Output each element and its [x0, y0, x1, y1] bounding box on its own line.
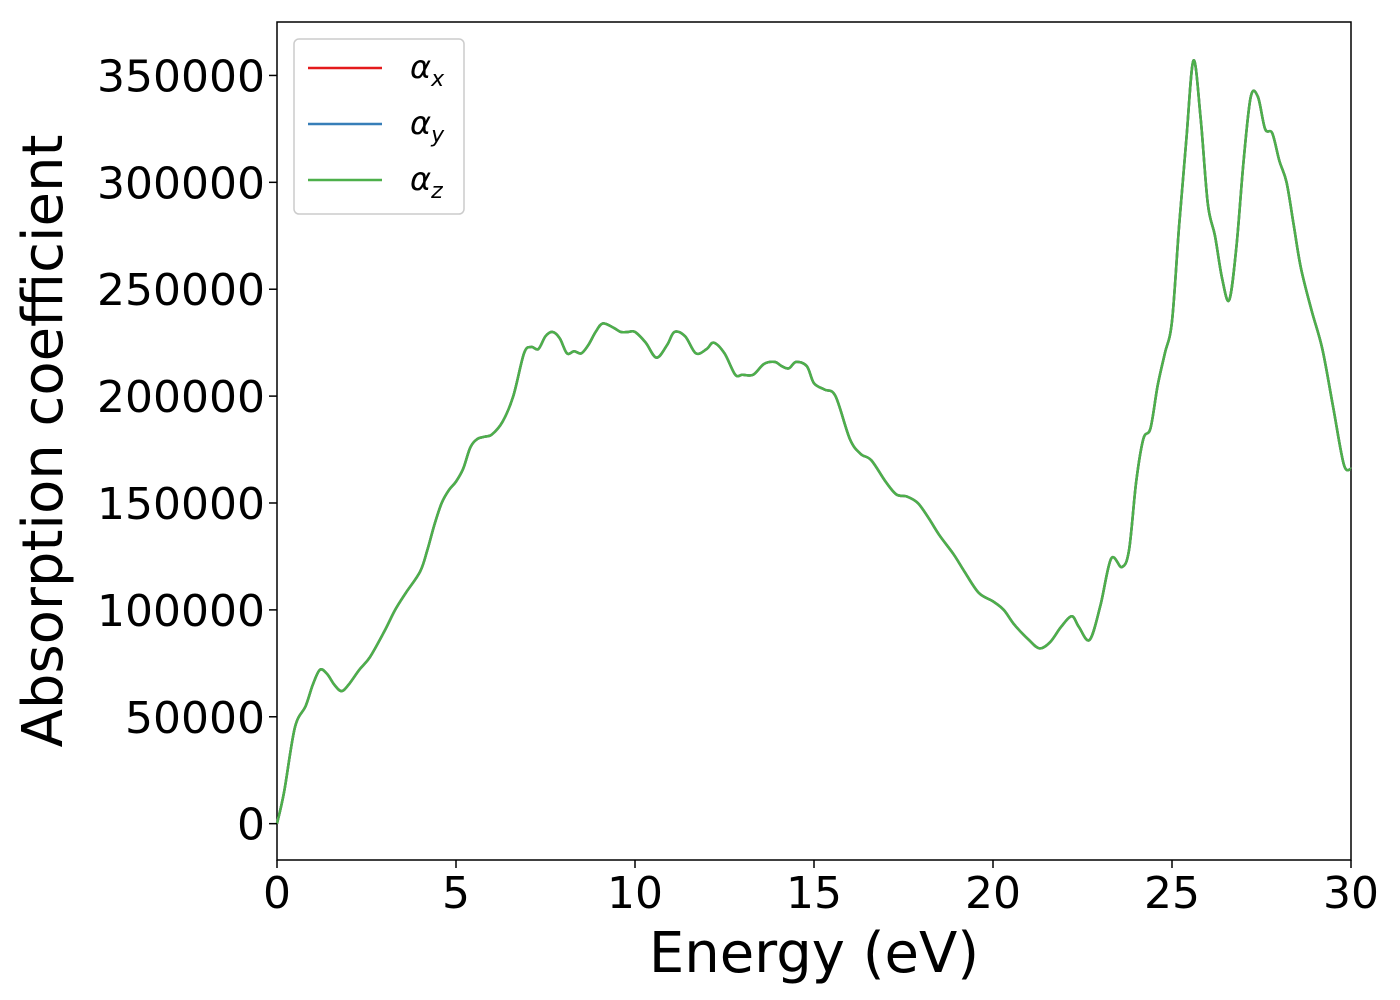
y-tick-label: 150000: [97, 479, 265, 530]
y-axis-title: Absorption coefficient: [11, 135, 76, 748]
legend-label-symbol: α: [410, 48, 431, 86]
x-axis-title: Energy (eV): [649, 921, 979, 986]
x-tick-label: 5: [442, 868, 470, 919]
legend-label-symbol: α: [410, 104, 431, 142]
x-tick-label: 25: [1144, 868, 1200, 919]
y-tick-label: 350000: [97, 51, 265, 102]
y-tick-label: 0: [237, 800, 265, 851]
legend-box: [293, 38, 465, 215]
y-tick-label: 250000: [97, 265, 265, 316]
x-tick-label: 0: [263, 868, 291, 919]
x-tick-label: 15: [786, 868, 842, 919]
legend-label-subscript: z: [430, 179, 443, 204]
series-line-alpha-z: [275, 59, 1352, 824]
y-axis-ticks: 0 50000 100000 150000 200000 250000 300000 3500…: [97, 51, 277, 851]
legend-label-alpha-z: αz: [410, 160, 443, 204]
legend-label-alpha-x: αx: [410, 48, 445, 92]
series-layer: [275, 59, 1352, 824]
legend-label-alpha-y: αy: [410, 104, 445, 148]
x-tick-label: 10: [607, 868, 663, 919]
legend-label-subscript: x: [430, 67, 445, 92]
y-tick-label: 300000: [97, 158, 265, 209]
legend-label-subscript: y: [430, 123, 445, 148]
y-tick-label: 100000: [97, 586, 265, 637]
x-tick-label: 30: [1323, 868, 1379, 919]
y-tick-label: 50000: [125, 693, 265, 744]
x-tick-label: 20: [965, 868, 1021, 919]
x-axis-ticks: 0 5 10 15 20 25 30: [263, 860, 1379, 919]
legend-label-symbol: α: [410, 160, 431, 198]
y-tick-label: 200000: [97, 372, 265, 423]
